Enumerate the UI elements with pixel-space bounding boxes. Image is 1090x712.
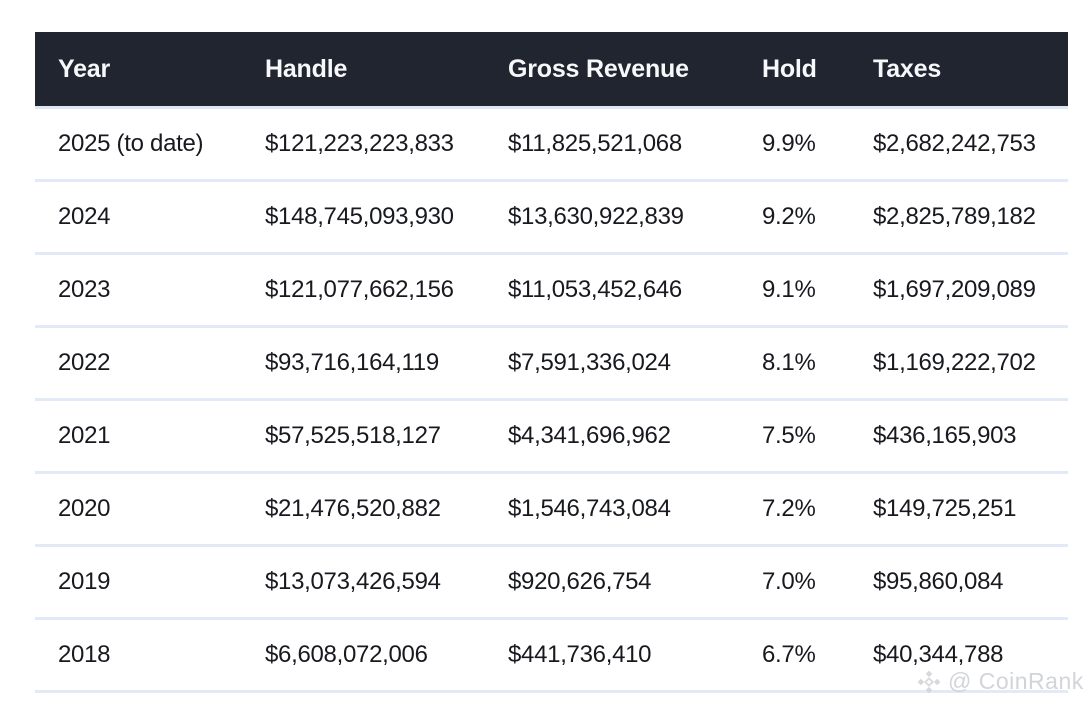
cell-handle: $148,745,093,930 xyxy=(265,203,454,230)
cell-hold: 7.0% xyxy=(762,568,816,595)
cell-year: 2023 xyxy=(58,276,111,303)
table-row: 2019 $13,073,426,594 $920,626,754 7.0% $95,8… xyxy=(35,547,1068,620)
cell-year: 2022 xyxy=(58,349,111,376)
cell-gross-revenue: $11,825,521,068 xyxy=(508,130,682,157)
cell-handle: $57,525,518,127 xyxy=(265,422,441,449)
cell-year: 2021 xyxy=(58,422,111,449)
cell-year: 2025 (to date) xyxy=(58,130,204,157)
cell-handle: $6,608,072,006 xyxy=(265,641,428,668)
cell-hold: 9.1% xyxy=(762,276,816,303)
cell-hold: 6.7% xyxy=(762,641,816,668)
cell-handle: $21,476,520,882 xyxy=(265,495,441,522)
cell-taxes: $1,697,209,089 xyxy=(873,276,1036,303)
column-header-gross-revenue: Gross Revenue xyxy=(508,54,689,83)
table-body: 2025 (to date) $121,223,223,833 $11,825,52… xyxy=(35,109,1068,693)
cell-year: 2020 xyxy=(58,495,111,522)
cell-taxes: $149,725,251 xyxy=(873,495,1017,522)
table-header-row: Year Handle Gross Revenue Hold Taxes xyxy=(35,32,1068,109)
cell-hold: 9.9% xyxy=(762,130,816,157)
cell-handle: $121,077,662,156 xyxy=(265,276,454,303)
cell-taxes: $2,825,789,182 xyxy=(873,203,1036,230)
cell-taxes: $95,860,084 xyxy=(873,568,1004,595)
cell-taxes: $1,169,222,702 xyxy=(873,349,1036,376)
cell-hold: 7.2% xyxy=(762,495,816,522)
column-header-taxes: Taxes xyxy=(873,54,942,83)
cell-gross-revenue: $1,546,743,084 xyxy=(508,495,671,522)
cell-year: 2024 xyxy=(58,203,111,230)
table-row: 2021 $57,525,518,127 $4,341,696,962 7.5% $43… xyxy=(35,401,1068,474)
cell-hold: 7.5% xyxy=(762,422,816,449)
cell-gross-revenue: $11,053,452,646 xyxy=(508,276,682,303)
cell-gross-revenue: $7,591,336,024 xyxy=(508,349,671,376)
table-row: 2022 $93,716,164,119 $7,591,336,024 8.1% $1,… xyxy=(35,328,1068,401)
cell-taxes: $436,165,903 xyxy=(873,422,1017,449)
cell-gross-revenue: $920,626,754 xyxy=(508,568,652,595)
cell-handle: $93,716,164,119 xyxy=(265,349,439,376)
cell-gross-revenue: $441,736,410 xyxy=(508,641,652,668)
betting-stats-table: Year Handle Gross Revenue Hold Taxes 202… xyxy=(35,32,1068,693)
column-header-hold: Hold xyxy=(762,54,817,83)
cell-handle: $13,073,426,594 xyxy=(265,568,441,595)
cell-hold: 9.2% xyxy=(762,203,816,230)
cell-hold: 8.1% xyxy=(762,349,816,376)
table-row: 2024 $148,745,093,930 $13,630,922,839 9.2% $… xyxy=(35,182,1068,255)
table-row: 2023 $121,077,662,156 $11,053,452,646 9.1% $… xyxy=(35,255,1068,328)
table-row: 2020 $21,476,520,882 $1,546,743,084 7.2% $14… xyxy=(35,474,1068,547)
table-row: 2018 $6,608,072,006 $441,736,410 6.7% $40,34… xyxy=(35,620,1068,693)
cell-year: 2018 xyxy=(58,641,111,668)
column-header-year: Year xyxy=(58,54,111,83)
cell-taxes: $2,682,242,753 xyxy=(873,130,1036,157)
table-row: 2025 (to date) $121,223,223,833 $11,825,52… xyxy=(35,109,1068,182)
cell-handle: $121,223,223,833 xyxy=(265,130,454,157)
cell-year: 2019 xyxy=(58,568,111,595)
column-header-handle: Handle xyxy=(265,54,348,83)
cell-gross-revenue: $4,341,696,962 xyxy=(508,422,671,449)
cell-taxes: $40,344,788 xyxy=(873,641,1004,668)
cell-gross-revenue: $13,630,922,839 xyxy=(508,203,684,230)
